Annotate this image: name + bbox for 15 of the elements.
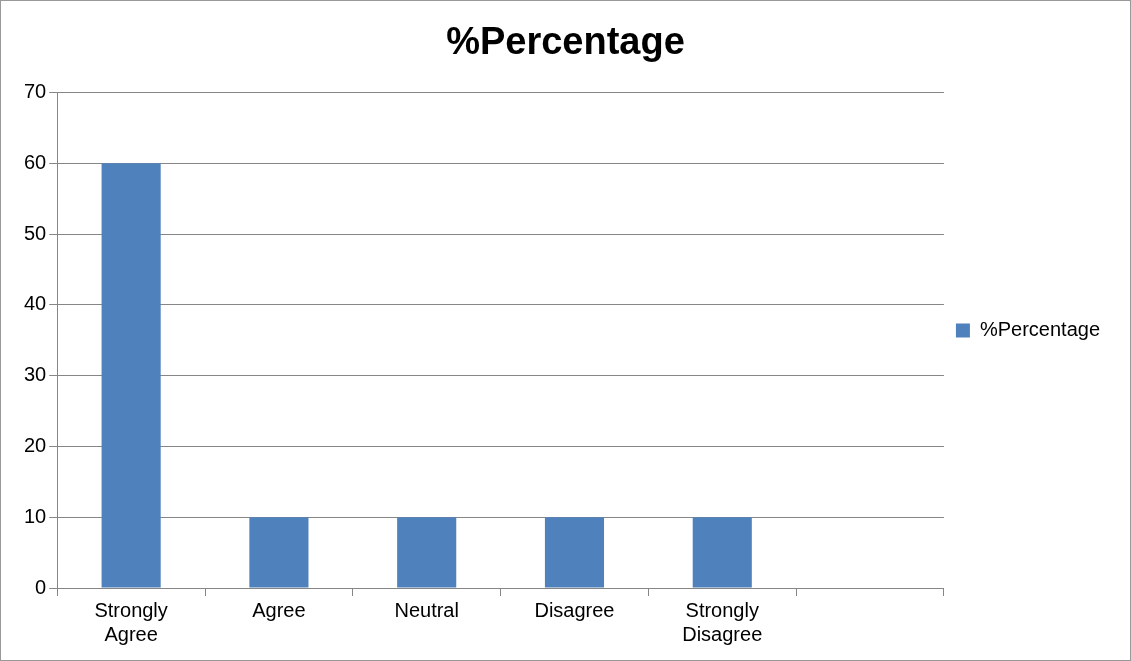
x-tick-label: Neutral — [394, 598, 459, 621]
y-tick-label: 30 — [24, 363, 47, 386]
x-tick-label: Agree — [252, 598, 306, 621]
y-tick-label: 40 — [24, 292, 47, 315]
x-tick-label: Strongly Disagree — [682, 598, 763, 645]
x-tick-label: Disagree — [534, 598, 615, 621]
x-tick-label: Strongly Agree — [94, 598, 168, 645]
y-tick-label: 60 — [24, 150, 47, 173]
y-tick-label: 0 — [35, 575, 47, 598]
y-tick-label: 50 — [24, 221, 47, 244]
y-tick-label: 20 — [24, 433, 47, 456]
legend-label: %Percentage — [979, 318, 1100, 341]
y-tick-label: 70 — [24, 80, 47, 103]
chart-title: %Percentage — [446, 20, 685, 63]
y-tick-label: 10 — [24, 504, 47, 527]
